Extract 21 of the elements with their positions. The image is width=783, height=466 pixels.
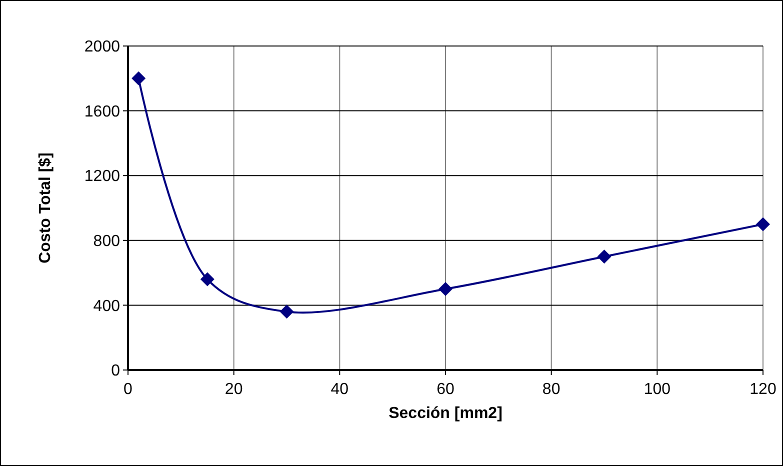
y-tick-label: 800 (93, 233, 120, 250)
point (132, 71, 146, 86)
y-tick-label: 2000 (84, 38, 120, 56)
y-tick-label: 400 (93, 298, 120, 315)
y-tick-label: 0 (111, 362, 120, 380)
y-tick-label: 1200 (84, 168, 120, 186)
x-tick-label: 20 (224, 381, 243, 398)
point (200, 272, 214, 286)
x-tick-label: 100 (644, 381, 671, 398)
point (438, 282, 452, 296)
point (280, 304, 294, 319)
x-tick-label: 0 (124, 381, 133, 398)
x-tick-label: 40 (330, 381, 349, 398)
y-tick-label: 1600 (84, 103, 120, 120)
y-axis-title: Costo Total [$] (37, 152, 54, 264)
point (597, 250, 612, 264)
x-tick-label: 60 (436, 381, 454, 398)
x-tick-label: 120 (750, 381, 776, 398)
point (756, 217, 770, 232)
x-axis-title: Sección [mm2] (388, 405, 502, 422)
x-tick-label: 80 (542, 381, 560, 398)
